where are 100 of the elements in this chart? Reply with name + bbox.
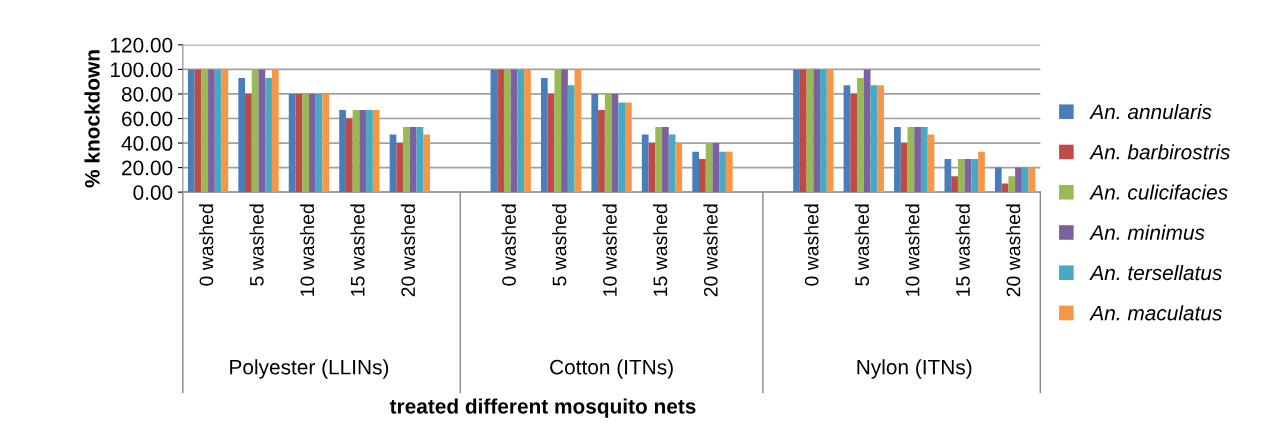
x-tick-label: 15 washed [652, 204, 668, 296]
x-tick-label: 20 washed [400, 204, 416, 297]
bar [366, 109, 373, 193]
bar [1021, 167, 1029, 193]
x-tick-label: 5 washed [552, 204, 567, 286]
bar [201, 69, 209, 193]
bar [719, 151, 726, 193]
y-tick-label: 0.00 [133, 185, 173, 200]
bar [339, 109, 346, 193]
text: Nylon (ITNs) [857, 359, 972, 379]
bar [271, 69, 279, 193]
x-tick-label: 10 washed [905, 204, 920, 296]
bar [662, 127, 669, 193]
text: Cotton (ITNs) [550, 359, 673, 379]
bar [914, 127, 921, 193]
bar [345, 118, 353, 193]
bar [423, 134, 430, 193]
bar [554, 69, 562, 193]
y-tick-label: 100.00 [111, 62, 173, 78]
legend-label: An. maculatus [1089, 305, 1222, 321]
bar [655, 127, 663, 193]
bar [951, 176, 958, 193]
x-tick-label: 5 washed [854, 204, 869, 286]
bar [813, 69, 821, 193]
bar [187, 69, 195, 193]
bar [403, 127, 410, 193]
bar [591, 93, 599, 193]
bar [567, 85, 575, 193]
bar [826, 69, 834, 193]
y-tick-label: 80.00 [121, 86, 173, 102]
bar [944, 159, 952, 193]
y-tick-label: 120.00 [111, 37, 173, 53]
bar [245, 93, 252, 193]
bar [907, 127, 915, 193]
y-axis-title: % knockdown [84, 50, 100, 188]
bar [396, 143, 404, 193]
bar [517, 69, 525, 193]
bar [668, 134, 676, 193]
bar [1008, 176, 1016, 193]
bar [238, 77, 246, 193]
bar [322, 93, 330, 193]
legend-label: An. tersellatus [1089, 264, 1222, 281]
bar [208, 69, 215, 193]
bar [251, 69, 259, 193]
x-tick-label: 0 washed [199, 204, 214, 286]
bar [1015, 167, 1022, 193]
x-tick-label: 10 washed [299, 204, 315, 296]
x-tick-label: 15 washed [955, 204, 970, 296]
x-axis-title: treated different mosquito nets [389, 398, 696, 418]
bar [857, 77, 864, 193]
bar [712, 143, 720, 193]
bar [389, 134, 397, 193]
bar [877, 85, 884, 193]
bar [957, 159, 965, 193]
bar [295, 93, 303, 193]
bar [302, 93, 309, 193]
bar [265, 77, 272, 193]
bar [524, 69, 531, 193]
legend-label: An. annularis [1089, 103, 1212, 120]
bar [598, 109, 605, 193]
bar [625, 102, 632, 193]
x-tick-label: 0 washed [501, 204, 516, 286]
bar [503, 69, 511, 193]
bar [561, 69, 568, 193]
bar [409, 127, 417, 193]
bar [799, 69, 807, 193]
bar [497, 69, 504, 193]
legend-label: An. minimus [1089, 224, 1205, 240]
bar [820, 69, 827, 193]
bar [971, 159, 979, 193]
bar [692, 151, 700, 193]
bar [214, 69, 222, 193]
bar [793, 69, 800, 193]
x-tick-label: 15 washed [350, 204, 365, 296]
bar [540, 77, 548, 193]
bar [699, 159, 706, 193]
bar [894, 127, 901, 193]
bar [372, 109, 380, 193]
bar [994, 167, 1002, 193]
bar [725, 151, 733, 193]
legend-label: An. barbirostris [1089, 144, 1230, 160]
bar [308, 93, 316, 193]
bar [641, 134, 649, 193]
bar [920, 127, 928, 193]
bar [978, 151, 985, 193]
x-tick-label: 0 washed [804, 204, 819, 286]
y-tick-label: 60.00 [122, 111, 173, 127]
bar [359, 109, 367, 193]
x-tick-label: 20 washed [1006, 204, 1021, 297]
bar [927, 134, 935, 193]
x-tick-label: 10 washed [602, 204, 617, 296]
legend-label: An. culicifacies [1089, 184, 1228, 200]
bar [604, 93, 612, 193]
bar [863, 69, 871, 193]
bar [618, 102, 626, 193]
x-tick-label: 5 washed [249, 204, 264, 286]
bar [850, 93, 858, 193]
y-tick-label: 20.00 [122, 160, 173, 176]
y-tick-label: 40.00 [121, 136, 173, 151]
x-tick-label: 20 washed [703, 204, 718, 297]
